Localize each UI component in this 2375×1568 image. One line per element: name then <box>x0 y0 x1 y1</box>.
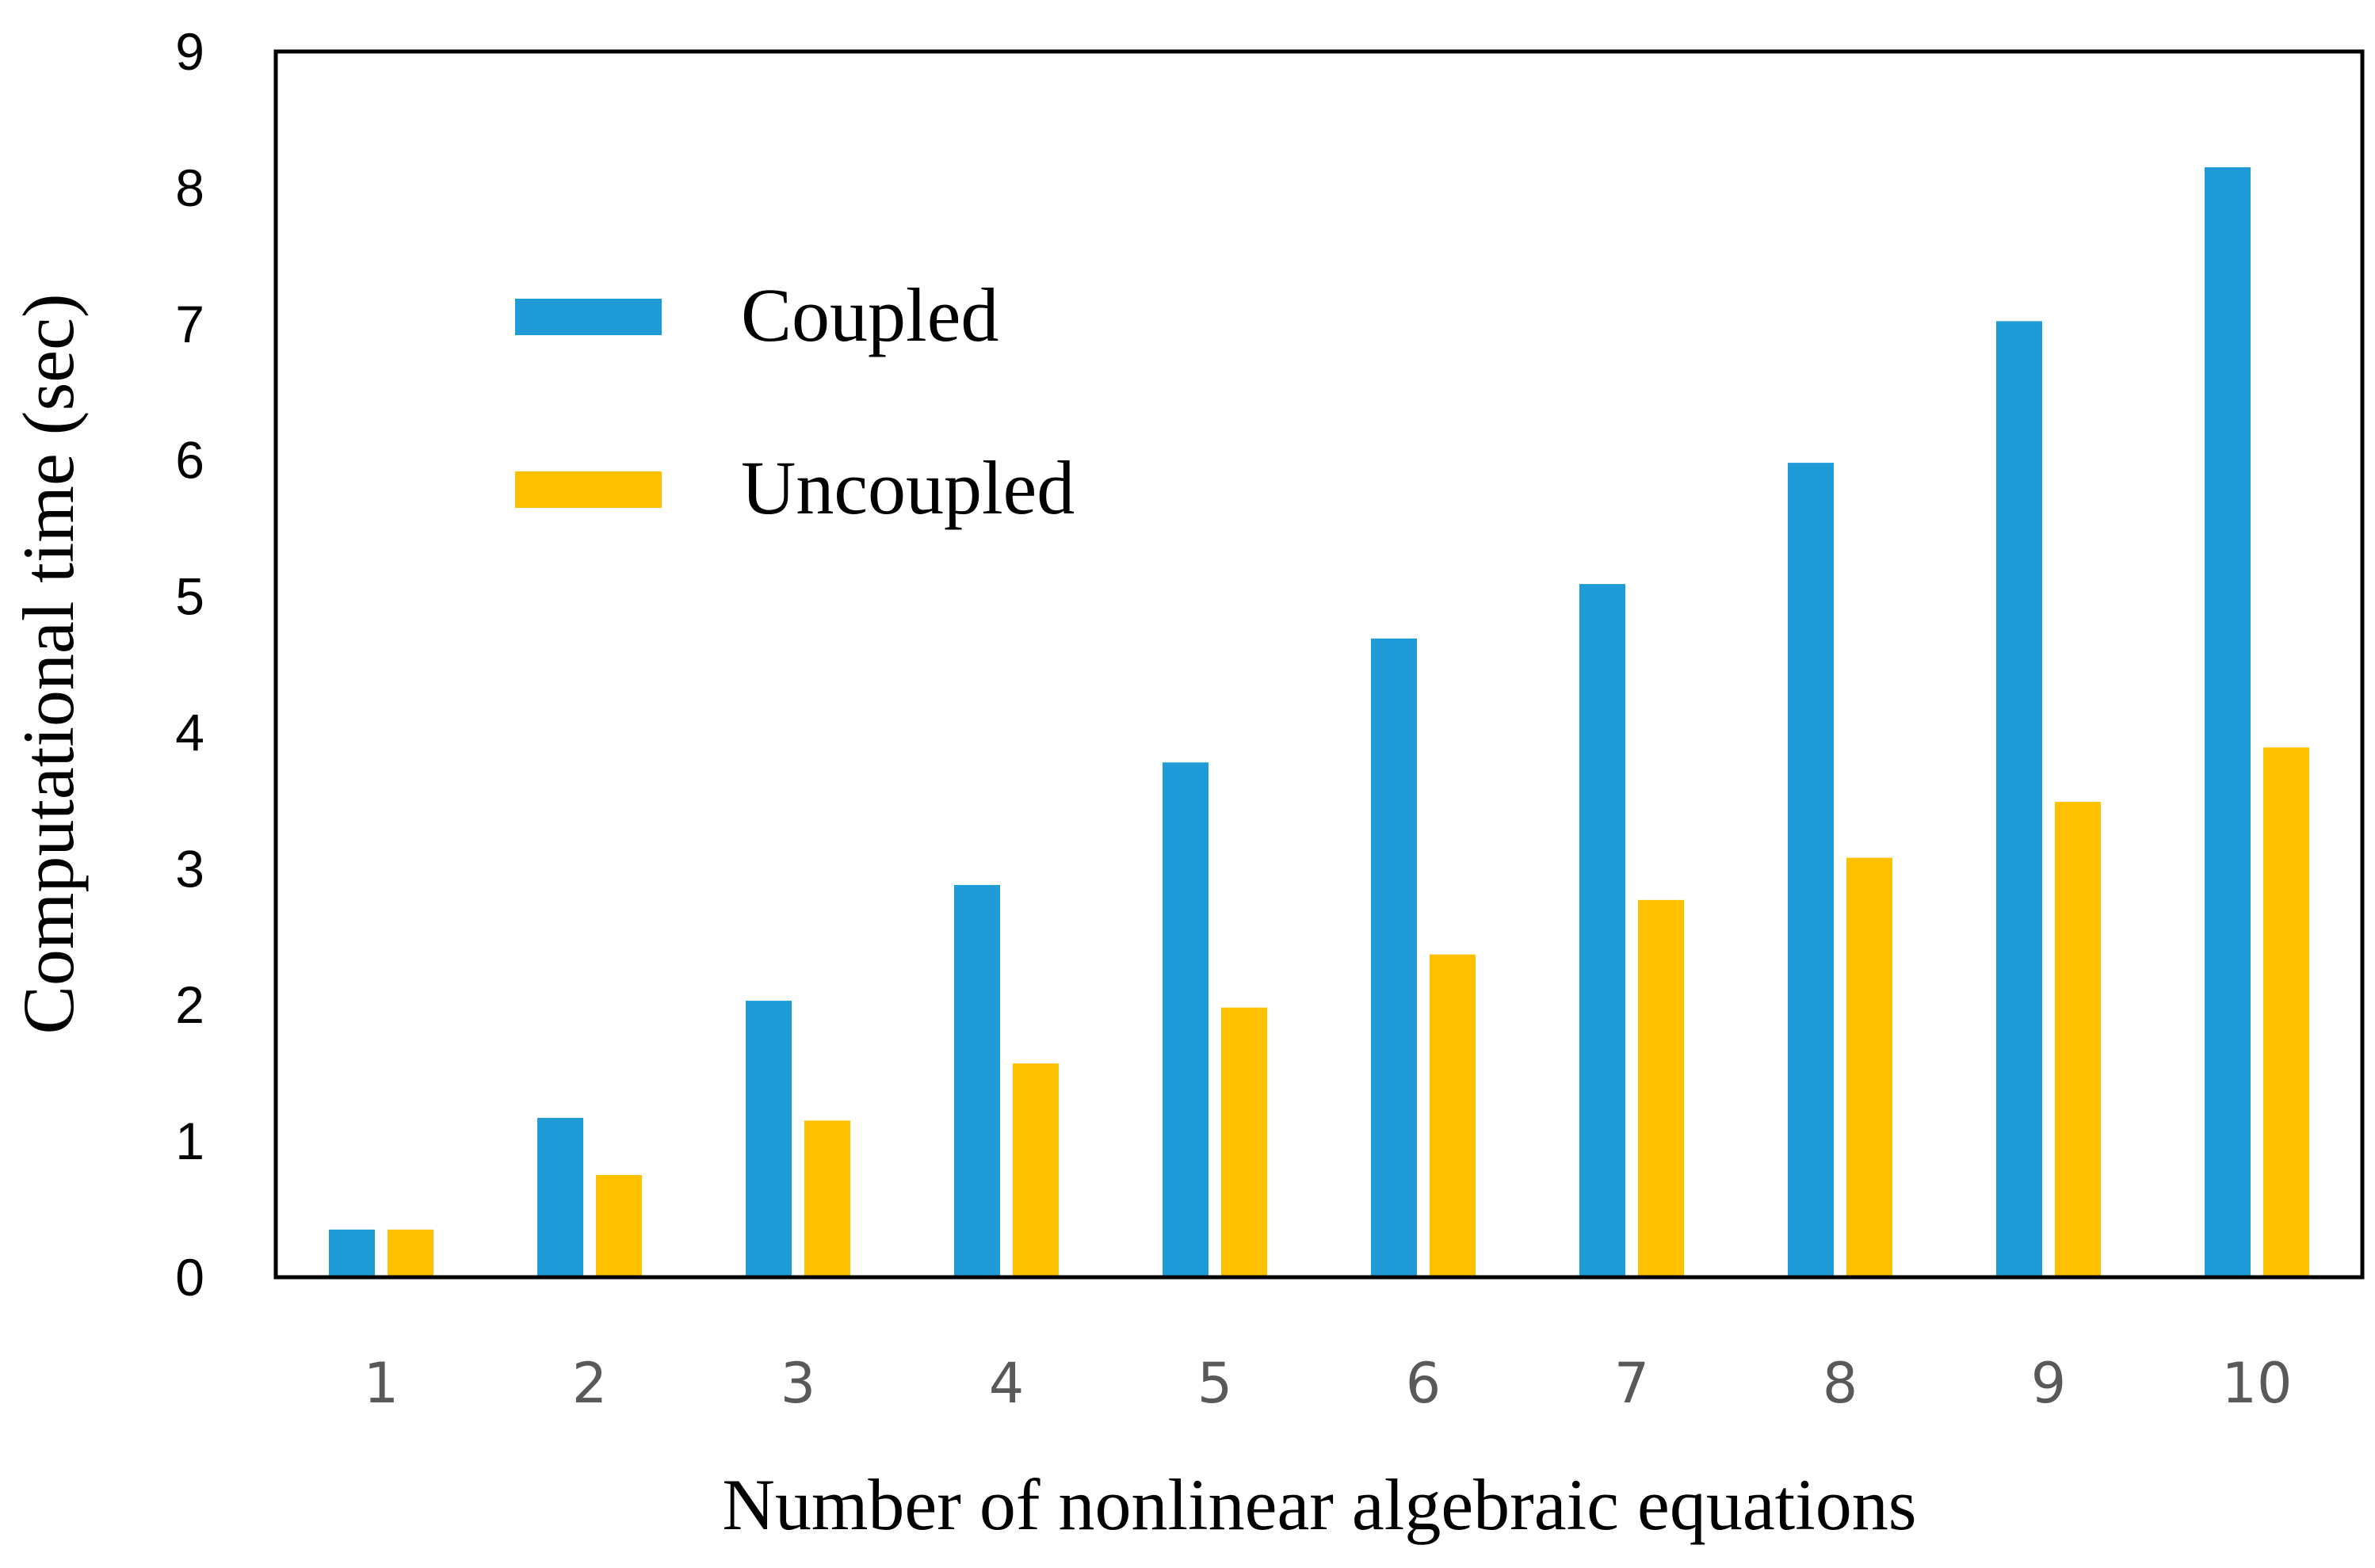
x-tick-label-6: 6 <box>1406 1351 1441 1416</box>
bar-uncoupled-9 <box>2055 802 2101 1277</box>
y-axis-title: Computational time (sec) <box>8 293 89 1034</box>
bar-coupled-2 <box>537 1117 583 1277</box>
y-tick-label-9: 9 <box>175 22 204 81</box>
plot-area-frame <box>273 49 2365 1280</box>
y-tick-label-6: 6 <box>175 431 204 490</box>
legend-label-uncoupled: Uncoupled <box>741 445 1075 530</box>
bar-uncoupled-8 <box>1846 857 1892 1277</box>
bar-uncoupled-10 <box>2263 747 2309 1277</box>
y-tick-label-3: 3 <box>175 839 204 898</box>
bar-uncoupled-6 <box>1430 954 1476 1277</box>
bar-coupled-5 <box>1163 762 1209 1277</box>
bar-uncoupled-7 <box>1638 899 1684 1277</box>
x-tick-label-5: 5 <box>1197 1351 1233 1416</box>
x-tick-label-1: 1 <box>364 1351 399 1416</box>
y-tick-label-5: 5 <box>175 567 204 626</box>
bar-uncoupled-1 <box>388 1229 433 1277</box>
x-axis-title: Number of nonlinear algebraic equations <box>722 1464 1916 1545</box>
y-tick-label-0: 0 <box>175 1248 204 1307</box>
x-tick-label-4: 4 <box>989 1351 1025 1416</box>
bar-coupled-6 <box>1371 638 1417 1277</box>
y-tick-label-4: 4 <box>175 703 204 761</box>
y-axis-tick-labels: 0 1 2 3 4 5 6 7 8 9 <box>175 22 204 1307</box>
x-tick-label-2: 2 <box>572 1351 608 1416</box>
y-tick-label-8: 8 <box>175 158 204 217</box>
bar-coupled-4 <box>954 884 1000 1277</box>
legend-label-coupled: Coupled <box>741 273 998 357</box>
bar-coupled-9 <box>1996 321 2042 1278</box>
y-tick-label-2: 2 <box>175 975 204 1034</box>
bar-coupled-3 <box>746 1001 792 1277</box>
x-tick-label-3: 3 <box>781 1351 816 1416</box>
bars-layer <box>329 167 2309 1278</box>
bar-coupled-7 <box>1579 584 1625 1277</box>
bar-uncoupled-2 <box>596 1175 642 1277</box>
y-tick-label-7: 7 <box>175 295 204 353</box>
bar-coupled-1 <box>329 1229 375 1277</box>
bar-uncoupled-5 <box>1221 1007 1267 1277</box>
bar-coupled-8 <box>1788 463 1834 1277</box>
y-tick-label-1: 1 <box>175 1112 204 1170</box>
bar-uncoupled-4 <box>1013 1063 1059 1277</box>
x-tick-label-10: 10 <box>2221 1351 2292 1416</box>
x-tick-label-8: 8 <box>1823 1351 1858 1416</box>
legend-swatch-uncoupled <box>515 471 662 508</box>
bar-coupled-10 <box>2205 167 2251 1277</box>
bar-uncoupled-3 <box>804 1120 850 1277</box>
legend: Coupled Uncoupled <box>515 273 1075 530</box>
legend-swatch-coupled <box>515 299 662 335</box>
x-axis-tick-labels: 1 2 3 4 5 6 7 8 9 10 <box>364 1351 2293 1416</box>
x-tick-label-9: 9 <box>2031 1351 2067 1416</box>
x-tick-label-7: 7 <box>1614 1351 1650 1416</box>
